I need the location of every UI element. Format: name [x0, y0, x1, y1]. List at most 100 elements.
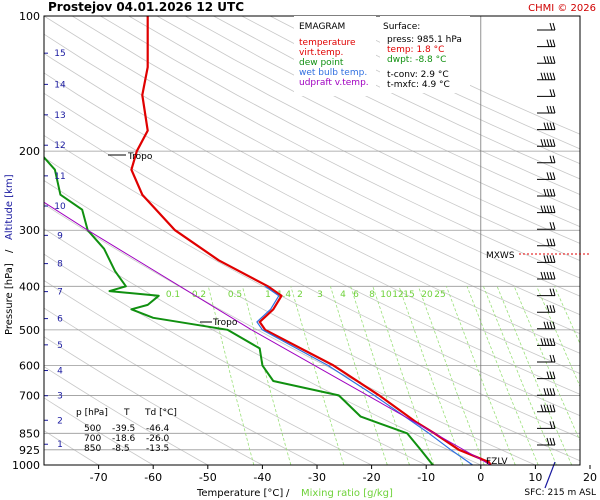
- pressure-tick-label: 850: [19, 427, 40, 440]
- pressure-tick-label: 1000: [12, 459, 40, 472]
- wind-barb-feather: [549, 255, 553, 263]
- temperature-tick-label: -10: [417, 471, 435, 484]
- table-cell: -39.5: [112, 424, 135, 434]
- wind-barb-feather: [546, 139, 550, 147]
- table-cell: -13.5: [146, 444, 169, 454]
- surface-title: Surface:: [383, 22, 420, 32]
- table-cell: -26.0: [146, 434, 170, 444]
- wind-barb-feather: [546, 271, 550, 280]
- wind-barb: [537, 122, 556, 131]
- wind-barb-feather: [549, 437, 553, 446]
- wind-barb-feather: [549, 388, 553, 396]
- wind-barb: [537, 238, 556, 247]
- wind-barb-feather: [552, 288, 556, 296]
- wind-barb-feather: [543, 122, 547, 130]
- wind-barb-feather: [549, 354, 553, 363]
- wind-barb: [537, 271, 556, 280]
- temperature-tick-label: -20: [363, 471, 381, 484]
- dry-adiabat: [100, 16, 580, 262]
- legend-item-updraft: udpraft v.temp.: [299, 78, 369, 88]
- mixing-ratio-layer: 0.1 0.2 0.5 1 1.4 2 3 4 6 8 10 12 15 20 25: [166, 286, 580, 465]
- surface-dwpt: dwpt: -8.8 °C: [387, 55, 446, 65]
- altitude-tick-label: 3: [57, 392, 63, 402]
- temperature-tick-label: -40: [253, 471, 271, 484]
- wind-barb-feather: [552, 388, 556, 396]
- wind-barb-feather: [543, 72, 547, 80]
- wind-barb: [537, 205, 556, 214]
- dry-adiabat: [185, 16, 580, 211]
- wind-barb-feather: [552, 56, 556, 64]
- table-cell: 850: [84, 444, 101, 454]
- fzlv-marker: FZLV: [480, 457, 508, 467]
- mixing-ratio-label: 12: [392, 290, 403, 300]
- fzlv-label: FZLV: [486, 457, 508, 467]
- wind-barb: [537, 354, 556, 363]
- altitude-tick-label: 4: [57, 367, 63, 377]
- wind-barb: [537, 155, 556, 164]
- wind-barb: [537, 404, 556, 413]
- mixing-ratio-line: [554, 286, 580, 345]
- wind-barb-feather: [546, 404, 550, 412]
- wind-barb-feather: [546, 371, 550, 379]
- wind-barb: [537, 371, 556, 380]
- surface-tmxfc: t-mxfc: 4.9 °C: [387, 80, 450, 90]
- wind-barb-feather: [543, 188, 547, 197]
- wind-barb: [537, 437, 556, 446]
- wind-barb-feather: [543, 404, 547, 412]
- mixing-ratio-line: [466, 286, 539, 465]
- wind-barb-feather: [549, 139, 553, 147]
- y-axis-label-press: Pressure [hPa]: [4, 263, 15, 335]
- mixing-ratio-label: 25: [434, 290, 445, 300]
- mxws-label: MXWS: [486, 251, 515, 261]
- wind-barb-feather: [543, 321, 547, 329]
- table-cell: 700: [84, 434, 101, 444]
- table-cell: -18.6: [112, 434, 136, 444]
- wind-barb: [537, 338, 556, 346]
- mixing-ratio-label: 20: [421, 290, 433, 300]
- dry-adiabat: [44, 72, 580, 354]
- mixing-ratio-label: 15: [403, 290, 414, 300]
- legend-item-virt-temp: virt.temp.: [299, 48, 343, 58]
- level-table: p [hPa] T Td [°C] 500 -39.5 -46.4 700 -1…: [76, 408, 177, 454]
- wind-barb-feather: [549, 155, 553, 163]
- mixing-ratio-line: [446, 286, 516, 465]
- dry-adiabat: [44, 307, 318, 465]
- pressure-tick-label: 200: [19, 145, 40, 158]
- mixing-ratio-line: [290, 286, 345, 465]
- wind-barb-feather: [546, 172, 550, 180]
- altitude-tick-label: 9: [57, 231, 63, 241]
- mixing-ratio-line: [496, 286, 573, 465]
- mixing-ratio-label: 0.2: [192, 290, 206, 300]
- legend-item-wet-bulb: wet bulb temp.: [299, 68, 367, 78]
- wind-barb-feather: [543, 271, 547, 280]
- tropopause-upper: Tropo: [108, 152, 153, 162]
- table-cell: 500: [84, 424, 101, 434]
- mixing-ratio-label: 4: [340, 290, 346, 300]
- wind-barb-feather: [549, 321, 553, 329]
- wind-barb-feather: [552, 404, 556, 412]
- wind-barb-feather: [546, 238, 550, 246]
- legend: EMAGRAM temperature virt.temp. dew point…: [294, 16, 376, 96]
- surface-info: Surface: press: 985.1 hPa temp: 1.8 °C d…: [380, 16, 470, 93]
- wind-barb-feather: [552, 139, 556, 147]
- wind-barb-feather: [549, 338, 553, 346]
- mxws-marker: MXWS: [486, 251, 590, 261]
- wind-barb-feather: [552, 437, 556, 446]
- dry-adiabat: [44, 134, 580, 417]
- wind-barb: [537, 56, 556, 64]
- table-cell: -46.4: [146, 424, 170, 434]
- wind-barb-feather: [543, 255, 547, 263]
- surface-temp: temp: 1.8 °C: [387, 45, 444, 55]
- wind-barb-feather: [552, 338, 556, 346]
- wind-barb: [537, 72, 556, 81]
- temperature-tick-label: 10: [528, 471, 542, 484]
- dry-adiabat: [128, 16, 580, 244]
- mixing-ratio-label: 3: [317, 290, 323, 300]
- altitude-tick-label: 15: [54, 49, 65, 59]
- wind-barb-feather: [549, 305, 553, 313]
- table-cell: -8.5: [112, 444, 130, 454]
- sfc-label: SFC: 215 m ASL: [524, 488, 596, 498]
- wind-barb-feather: [543, 338, 547, 346]
- altitude-tick-label: 12: [54, 141, 65, 151]
